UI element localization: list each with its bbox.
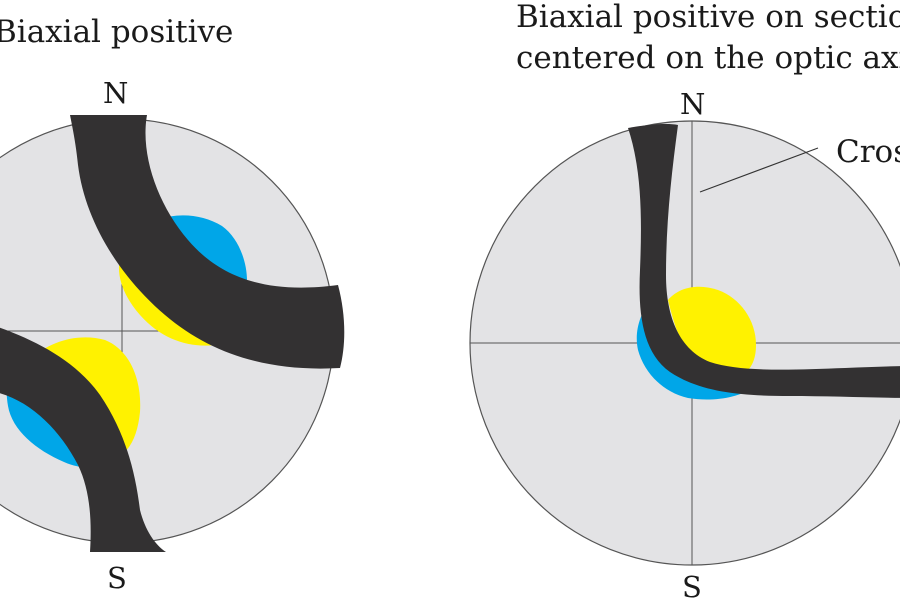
right-interference-figure: Biaxial positive on sectio centered on t…: [469, 0, 900, 600]
left-north-label: N: [103, 76, 128, 110]
left-figure-title: Biaxial positive: [0, 14, 233, 50]
left-interference-figure: Biaxial positive N S: [0, 14, 345, 595]
right-south-label: S: [682, 570, 702, 600]
right-north-label: N: [680, 87, 705, 121]
right-blue-zone: [636, 300, 752, 400]
left-upper-isogyre: [70, 115, 345, 369]
right-figure-title-line2: centered on the optic axis: [516, 40, 900, 76]
right-figure-title-line1: Biaxial positive on sectio: [516, 0, 900, 35]
left-south-label: S: [107, 561, 127, 595]
left-lower-isogyre: [0, 327, 166, 552]
right-callout-label: Cros: [836, 134, 900, 170]
right-isogyre: [628, 124, 900, 398]
right-callout-leader: [699, 147, 819, 193]
